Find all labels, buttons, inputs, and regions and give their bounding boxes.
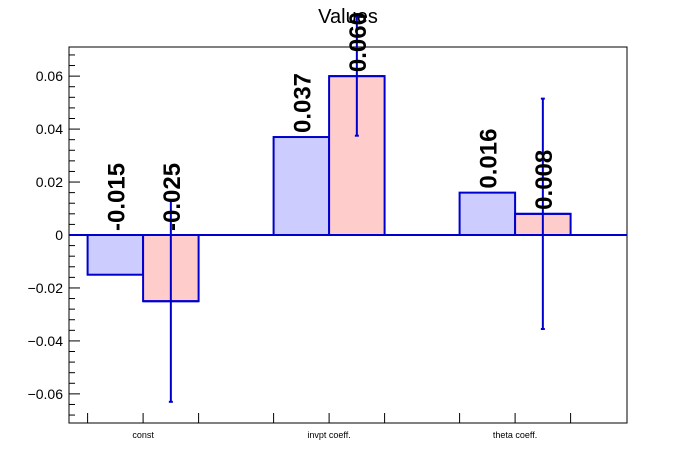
y-tick-label: 0: [55, 227, 63, 243]
y-tick-label: 0.02: [36, 174, 63, 190]
bar-s1-0: [86, 234, 145, 276]
x-tick-label: invpt coeff.: [307, 430, 350, 440]
data-label: -0.015: [103, 163, 130, 231]
data-label: 0.016: [475, 129, 502, 189]
data-label: 0.008: [531, 150, 558, 210]
data-label: 0.037: [289, 73, 316, 133]
y-tick-label: −0.02: [28, 280, 64, 296]
x-tick-label: const: [132, 430, 154, 440]
data-label: -0.025: [159, 163, 186, 231]
y-tick-label: 0.06: [36, 68, 63, 84]
y-tick-label: −0.04: [28, 333, 64, 349]
x-tick-label: theta coeff.: [493, 430, 537, 440]
plot-area: −0.06 −0.04 −0.02 0 0.02 0.04 0.06 const invpt c…: [28, 12, 628, 440]
y-tick-label: −0.06: [28, 386, 64, 402]
y-tick-label: 0.04: [36, 121, 63, 137]
chart-title: Values: [318, 6, 378, 28]
bar-s1-1: [272, 136, 331, 236]
data-label: 0.060: [345, 12, 372, 72]
bar-s1-2: [458, 191, 517, 236]
